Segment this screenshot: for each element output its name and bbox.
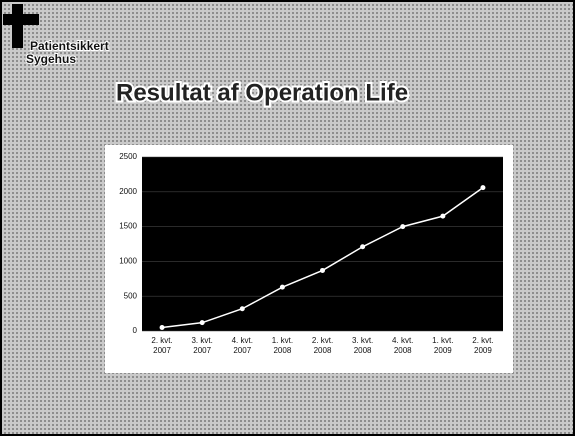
x-tick-label: 2. kvt. 2009 [466, 336, 500, 356]
logo-text: Sygehus [26, 52, 76, 66]
marker [200, 320, 205, 325]
marker [360, 244, 365, 249]
marker [240, 306, 245, 311]
chart-title: Resultat af Operation Life [116, 79, 408, 106]
marker [400, 224, 405, 229]
marker [440, 214, 445, 219]
logo-text: Patientsikkert [30, 39, 109, 53]
logo-cross [12, 4, 23, 48]
y-tick-label: 1000 [119, 257, 137, 266]
x-tick-label: 2. kvt. 2007 [145, 336, 179, 356]
x-tick-label: 4. kvt. 2008 [386, 336, 420, 356]
plot-area [142, 157, 503, 331]
chart: Patientsikkert Sygehus Resultat af Opera… [0, 0, 575, 436]
x-tick-label: 2. kvt. 2008 [306, 336, 340, 356]
y-tick-label: 2000 [119, 187, 137, 196]
x-tick-label: 1. kvt. 2009 [426, 336, 460, 356]
y-tick-label: 2500 [119, 152, 137, 161]
marker [480, 185, 485, 190]
logo-cross [3, 14, 39, 25]
marker [320, 268, 325, 273]
x-tick-label: 3. kvt. 2008 [346, 336, 380, 356]
y-tick-label: 0 [133, 326, 138, 335]
y-tick-label: 1500 [119, 222, 137, 231]
y-tick-label: 500 [124, 291, 138, 300]
slide: Patientsikkert Sygehus Resultat af Opera… [0, 0, 575, 436]
x-tick-label: 1. kvt. 2008 [265, 336, 299, 356]
x-tick-label: 4. kvt. 2007 [225, 336, 259, 356]
marker [280, 285, 285, 290]
x-tick-label: 3. kvt. 2007 [185, 336, 219, 356]
marker [160, 325, 165, 330]
